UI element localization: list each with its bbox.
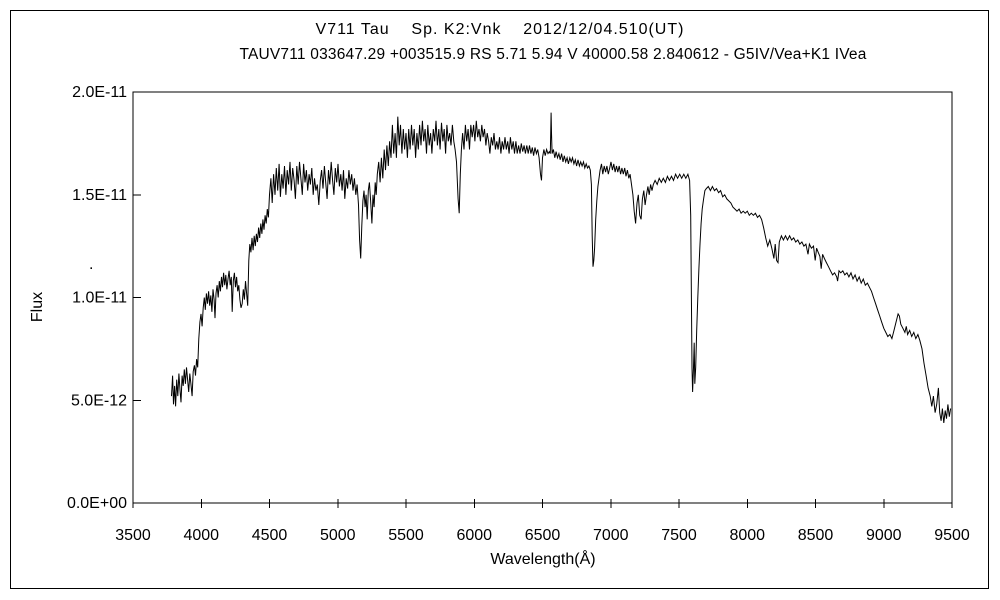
figure-border [10,10,989,589]
y-tick-label: 0.0E+00 [67,495,127,512]
y-tick-label: 2.0E-11 [72,84,127,101]
x-tick-label: 9500 [934,527,970,544]
y-axis-label-dot: . [89,256,94,273]
x-tick-label: 4500 [252,527,288,544]
x-tick-label: 5000 [320,527,356,544]
x-tick-label: 5500 [388,527,424,544]
y-tick-label: 1.5E-11 [72,187,127,204]
x-tick-label: 9000 [866,527,902,544]
x-tick-label: 6500 [525,527,561,544]
x-tick-label: 7500 [661,527,697,544]
x-tick-label: 8500 [798,527,834,544]
x-tick-label: 6000 [456,527,492,544]
plot-border [132,91,953,504]
spectrum-line [171,112,952,423]
x-axis-label: Wavelength(Å) [490,551,596,568]
y-tick-label: 5.0E-12 [71,392,127,409]
chart-subtitle: TAUV711 033647.29 +003515.9 RS 5.71 5.94… [239,46,867,63]
x-tick-label: 8000 [729,527,765,544]
x-tick-label: 7000 [593,527,629,544]
chart-title: V711 Tau Sp. K2:Vnk 2012/12/04.510(UT) [315,21,685,38]
x-tick-label: 4000 [183,527,219,544]
x-tick-label: 3500 [115,527,151,544]
y-tick-label: 1.0E-11 [72,290,127,307]
